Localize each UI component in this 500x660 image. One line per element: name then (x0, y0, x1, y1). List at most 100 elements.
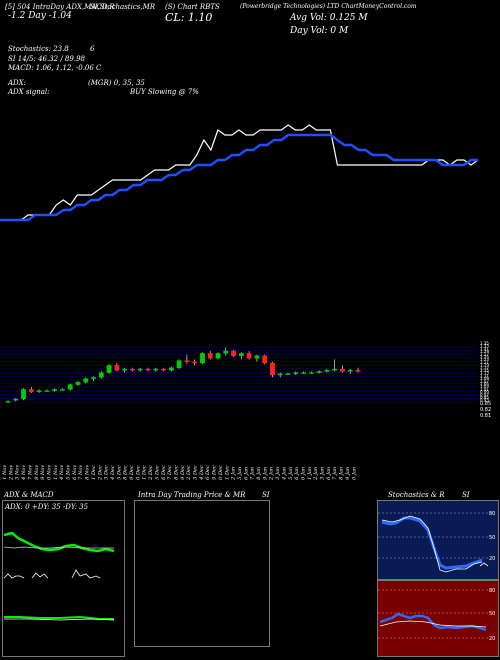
candle-body (301, 372, 306, 374)
panel2-title: Intra Day Trading Price & MR (138, 491, 246, 499)
date-label: 15 Dec (154, 465, 160, 480)
date-label: 06 Jan (243, 467, 249, 480)
date-label: 08 Jan (256, 467, 262, 480)
date-label: 21 Jan (307, 467, 313, 480)
candle-body (277, 373, 283, 376)
date-label: 15 Jan (288, 467, 294, 480)
stoch-tail (479, 562, 489, 567)
candle-body (223, 350, 229, 354)
candle-body (184, 360, 190, 363)
price-axis-label: 1.15 (480, 368, 489, 373)
stoch-k-line (381, 516, 483, 570)
candle-body (75, 382, 81, 385)
adx-line: ADX: (8, 79, 27, 87)
candle-body (308, 372, 314, 374)
si-line (379, 612, 487, 632)
plus-di-line (31, 572, 49, 579)
date-label: 09 Dec (129, 465, 135, 480)
adx-signal-line: ADX signal: (8, 88, 50, 96)
date-label: 23 Dec (193, 465, 199, 480)
date-label: 12 Dec (148, 465, 154, 480)
moving-average-line (0, 133, 478, 222)
date-label: 11 Dec (142, 465, 148, 480)
date-label: 01 Dec (91, 465, 97, 480)
candle-body (192, 361, 198, 364)
panel3-si: SI (462, 491, 470, 499)
price-axis-label: 1.23 (480, 357, 489, 362)
candle-body (262, 355, 268, 364)
date-label: 11 Nov (2, 465, 8, 480)
candle-body (254, 355, 260, 359)
candle-body (340, 368, 345, 372)
date-label: 23 Jan (320, 467, 326, 480)
adx-green-line (3, 531, 115, 553)
adx-panel-label: ADX: 0 +DY: 35 -DY: 35 (5, 503, 89, 511)
candle-body (293, 372, 299, 375)
candle-body (83, 378, 89, 383)
candle-body (122, 368, 128, 371)
price-axis-label: 1.03 (480, 384, 489, 389)
candle-body (21, 389, 26, 400)
price-axis-label: 0.99 (480, 390, 489, 395)
minus-di-line (71, 569, 101, 579)
date-label: 05 Dec (116, 465, 122, 480)
price-axis-label: 0.95 (480, 395, 489, 400)
date-label: 12 Jan (269, 467, 275, 480)
date-label: 29 Dec (212, 465, 218, 480)
date-label: 24 Dec (199, 465, 205, 480)
buy-slowing-line: BUY Slowing @ 7% (130, 88, 199, 96)
price-axis-label: 1.01 (480, 387, 489, 392)
header-close: CL: 1.10 (165, 11, 213, 24)
candle-body (238, 353, 244, 356)
date-label: 26 Dec (205, 465, 211, 480)
candle-body (347, 370, 353, 372)
stochastics-panel (377, 500, 499, 580)
date-label: 17 Dec (167, 465, 173, 480)
date-label: 20 Nov (46, 465, 52, 480)
header-change: -1.2 Day -1.04 (8, 11, 72, 21)
candle-body (231, 350, 236, 357)
candle-body (153, 368, 159, 371)
date-label: 21 Nov (53, 465, 59, 480)
price-axis-label: 1.11 (480, 373, 489, 378)
date-label: 17 Nov (27, 465, 33, 480)
candle-body (67, 384, 73, 390)
price-chart: 1.351.331.311.291.271.251.231.211.191.17… (0, 124, 491, 480)
si-level-label: 80 (489, 588, 495, 594)
price-axis-label: 1.07 (480, 379, 489, 384)
price-axis-label: 0.97 (480, 392, 489, 397)
candle-body (246, 353, 252, 359)
candle-body (106, 365, 112, 373)
intraday-panel (134, 500, 270, 647)
header-company: (Powerbridge Technologies) LTD ChartMone… (240, 3, 417, 10)
candle-body (44, 390, 50, 392)
panel3-title: Stochastics & R (388, 491, 445, 499)
candle-body (5, 401, 11, 403)
price-axis-label: 1.05 (480, 382, 489, 387)
plus-di-line (3, 573, 25, 579)
date-label: 27 Jan (332, 467, 338, 480)
header-avg-vol: Avg Vol: 0.125 M (290, 13, 368, 23)
macd-line (4, 615, 114, 620)
stochastics-value: 6 (90, 45, 95, 53)
candle-body (285, 373, 291, 375)
header-left-top: [5] 504 IntraDay ADX,MACD,R (5, 3, 115, 11)
adx-signal-line (3, 546, 114, 549)
price-axis-label: 0.93 (480, 398, 489, 403)
date-label: 04 Dec (110, 465, 116, 480)
candle-body (168, 367, 174, 371)
candle-body (176, 360, 182, 369)
price-axis-label: 1.09 (480, 376, 489, 381)
date-label: 19 Dec (180, 465, 186, 480)
date-label: 18 Dec (173, 465, 179, 480)
price-axis-label-extra: 0.81 (480, 413, 491, 419)
price-axis-label: 1.31 (480, 346, 489, 351)
date-label: 12 Nov (8, 465, 14, 480)
close-price-line (0, 124, 479, 221)
date-label: 16 Jan (294, 467, 300, 480)
date-label: 13 Nov (15, 465, 21, 480)
date-label: 14 Nov (21, 465, 27, 480)
date-label: 10 Dec (135, 465, 141, 480)
